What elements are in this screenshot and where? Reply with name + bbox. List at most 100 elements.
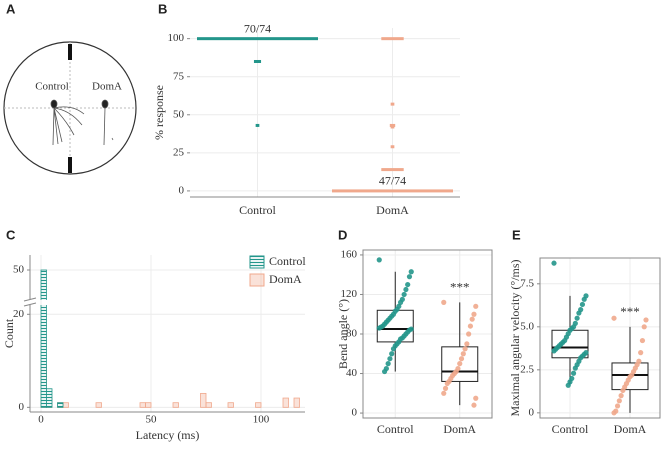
control-fish <box>50 99 85 146</box>
point <box>639 337 646 344</box>
fish-label: DomA <box>92 81 122 93</box>
point <box>638 350 644 356</box>
y-axis-label: Bend angle (°) <box>336 299 350 369</box>
point <box>579 301 586 308</box>
fish-label: Control <box>35 81 69 93</box>
y-tick-label: 20 <box>13 308 25 320</box>
point <box>466 331 472 337</box>
point-group <box>253 59 262 63</box>
panel-a: A Control DomA <box>3 1 137 175</box>
y-tick-label: 50 <box>173 108 185 120</box>
legend-label: Control <box>269 254 306 268</box>
y-tick-label: 7.5 <box>520 277 534 289</box>
point <box>614 403 621 409</box>
x-tick-label: 100 <box>253 414 270 426</box>
annotation: 70/74 <box>244 21 271 35</box>
point <box>408 269 414 275</box>
y-tick-label: 75 <box>173 70 185 82</box>
y-tick-label: 120 <box>341 288 358 300</box>
plot-frame <box>362 249 493 419</box>
point <box>385 361 391 367</box>
point <box>611 315 617 321</box>
x-tick-label: Control <box>377 422 414 436</box>
y-axis-label: Count <box>2 318 16 348</box>
y-tick-label: 80 <box>346 328 358 340</box>
point-group <box>255 123 260 127</box>
point <box>620 387 626 394</box>
point <box>565 382 571 388</box>
point <box>551 260 557 266</box>
bar <box>293 397 300 408</box>
point <box>387 356 393 362</box>
y-tick-label: 50 <box>13 264 25 276</box>
y-tick-label: 100 <box>168 32 185 44</box>
y-tick-label: 2.5 <box>520 363 534 375</box>
legend-swatch <box>249 273 265 287</box>
point <box>643 317 649 323</box>
point-group <box>390 125 395 129</box>
y-tick-label: 25 <box>173 146 185 158</box>
y-axis-label: Maximal angular velocity (°/ms) <box>508 259 522 416</box>
bar <box>227 402 234 408</box>
point <box>462 346 468 352</box>
point <box>574 315 580 321</box>
y-tick-label: 0 <box>529 406 535 418</box>
point <box>405 281 411 288</box>
axis-break <box>23 297 37 307</box>
y-tick-label: 0 <box>179 184 185 196</box>
x-tick-label: 0 <box>38 414 44 426</box>
panel-label: B <box>158 1 167 16</box>
point <box>441 299 447 305</box>
legend-label: DomA <box>269 272 302 286</box>
y-tick-label: 160 <box>341 248 358 260</box>
bar <box>255 402 262 408</box>
point <box>570 370 577 376</box>
point-group <box>390 102 395 106</box>
point <box>376 257 382 263</box>
point-group <box>381 37 404 41</box>
bar <box>139 402 146 408</box>
point <box>376 325 382 331</box>
point <box>618 393 624 399</box>
y-axis-label: % response <box>152 85 166 140</box>
y-tick-label: 0 <box>352 407 358 419</box>
bar <box>282 397 289 408</box>
annotation: *** <box>450 279 470 294</box>
point <box>406 274 413 280</box>
point <box>444 380 450 387</box>
point <box>458 356 465 362</box>
point <box>572 365 578 371</box>
x-tick-label: DomA <box>376 203 409 217</box>
point <box>442 385 449 391</box>
bar <box>40 305 47 408</box>
point <box>464 341 470 347</box>
point <box>473 303 479 309</box>
doma-fish <box>101 99 114 146</box>
bar <box>205 402 212 408</box>
y-tick-label: 5.0 <box>520 320 534 332</box>
bar <box>57 402 64 408</box>
bar <box>62 402 69 408</box>
panel-label: E <box>512 227 521 242</box>
x-tick-label: 50 <box>146 414 158 426</box>
point <box>457 361 463 367</box>
point <box>401 291 407 298</box>
point <box>471 311 477 317</box>
annotation: *** <box>620 304 640 319</box>
point <box>460 351 466 357</box>
x-axis-label: Latency (ms) <box>136 428 200 442</box>
bar <box>95 402 102 408</box>
plot-frame <box>539 257 661 419</box>
panel-label: C <box>6 227 16 242</box>
point <box>397 299 404 305</box>
point-group <box>390 145 395 149</box>
point <box>576 310 582 316</box>
bar <box>145 402 152 408</box>
x-tick-label: DomA <box>614 422 647 436</box>
x-tick-label: Control <box>552 422 589 436</box>
point <box>473 395 479 401</box>
stimulus-bar <box>68 157 72 173</box>
point <box>441 390 447 396</box>
point-group <box>332 189 453 193</box>
bar <box>200 392 207 408</box>
